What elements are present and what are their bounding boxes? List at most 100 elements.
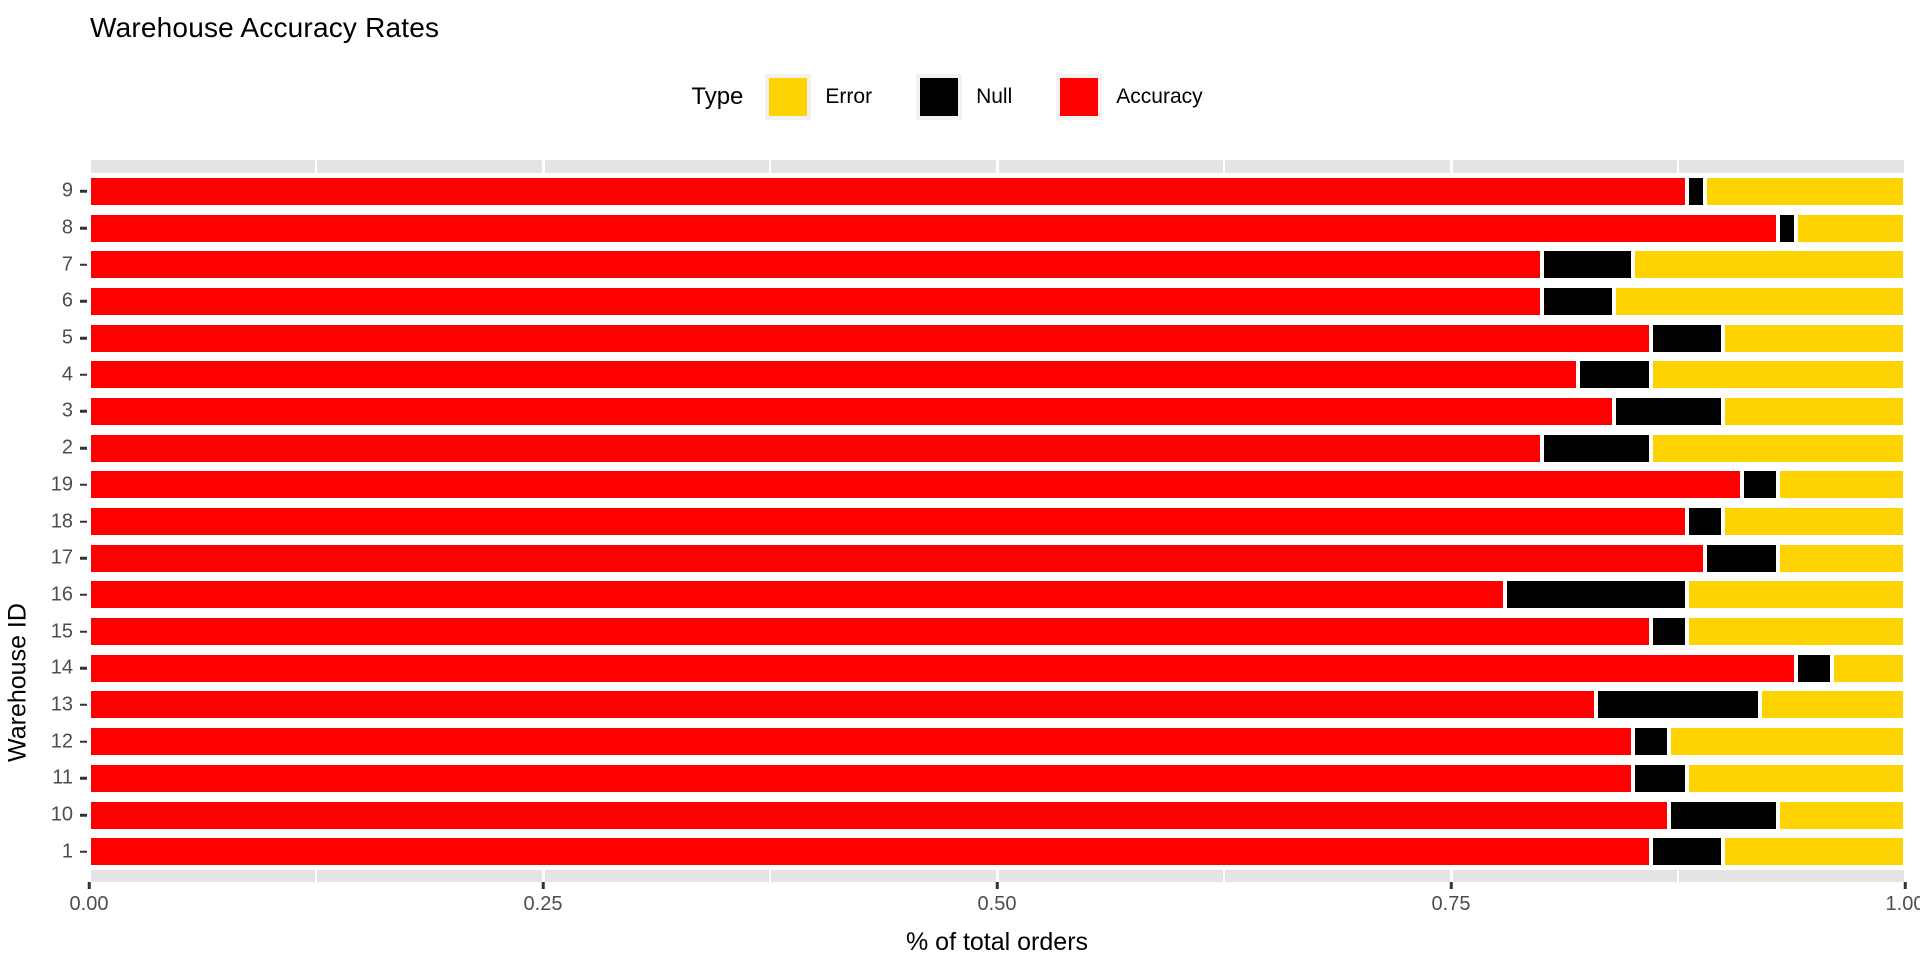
gridline [996,160,999,173]
bar-row-warehouse-16 [89,577,1905,614]
y-axis-row: 9 [0,173,89,210]
y-tick-mark [80,226,87,230]
stacked-bar [89,652,1905,684]
y-axis-row: 1 [0,833,89,870]
x-tick-label: 0.75 [1431,893,1471,916]
bar-segment-error [1777,469,1905,501]
stacked-bar [89,212,1905,244]
bar-segment-null [1796,652,1833,684]
gridline [1450,870,1453,883]
x-tick-mark [541,882,545,890]
gridline [1904,870,1905,883]
bar-segment-null [1668,799,1778,831]
bar-row-warehouse-2 [89,430,1905,467]
gridline [542,160,545,173]
bar-row-warehouse-17 [89,540,1905,577]
bar-row-warehouse-11 [89,760,1905,797]
bar-segment-error [1796,212,1905,244]
y-axis-row: 13 [0,687,89,724]
stacked-bar [89,579,1905,611]
bar-row-warehouse-13 [89,687,1905,724]
panel-background-strip [89,870,1905,883]
gridline [769,160,771,173]
bar-segment-null [1632,726,1669,758]
y-tick-label: 12 [50,730,73,753]
legend-title: Type [691,83,744,110]
bar-segment-null [1705,542,1778,574]
y-tick-label: 6 [61,289,73,312]
x-tick-label: 0.25 [523,893,563,916]
y-tick-mark [80,483,87,487]
x-axis: 0.00 0.25 0.50 0.75 1.00 [70,882,1920,942]
stacked-bar [89,395,1905,427]
y-tick-label: 19 [50,473,73,496]
gridline [996,870,999,883]
y-tick-mark [80,740,87,743]
legend-key-accuracy-swatch [1056,74,1103,120]
bar-segment-accuracy [89,469,1742,501]
y-tick-label: 7 [61,253,73,276]
stacked-bar [89,689,1905,721]
legend-key-null-swatch [916,74,963,120]
bar-segment-error [1687,762,1905,794]
chart-panel [89,160,1905,883]
y-axis-row: 2 [0,430,89,467]
y-axis-row: 4 [0,356,89,393]
bar-segment-accuracy [89,579,1506,611]
y-tick-mark [80,410,87,413]
gridline [1450,160,1453,173]
bar-segment-null [1541,249,1633,281]
gridline [1677,160,1679,173]
bar-segment-error [1723,506,1905,538]
gridline [1677,870,1679,883]
x-axis-title: % of total orders [905,928,1089,957]
bar-segment-accuracy [89,285,1542,317]
bar-segment-error [1832,652,1905,684]
bar-segment-null [1687,175,1706,207]
bar-segment-accuracy [89,249,1542,281]
x-tick-label: 1.00 [1885,893,1920,916]
bar-segment-null [1632,762,1688,794]
bar-segment-null [1650,616,1688,648]
gridline [315,160,317,173]
bar-row-warehouse-4 [89,356,1905,393]
bar-segment-accuracy [89,359,1579,391]
y-axis-row: 18 [0,503,89,540]
y-tick-mark [80,703,87,707]
y-tick-label: 3 [61,399,73,422]
bar-segment-error [1632,249,1905,281]
bar-segment-accuracy [89,726,1633,758]
bar-segment-null [1505,579,1688,611]
y-axis-row: 8 [0,210,89,247]
stacked-bar [89,285,1905,317]
bar-segment-accuracy [89,616,1651,648]
y-tick-mark [80,300,87,303]
y-tick-label: 16 [50,583,73,606]
y-tick-label: 15 [50,620,73,643]
y-axis-row: 12 [0,723,89,760]
y-tick-mark [80,777,87,780]
y-tick-label: 4 [61,363,73,386]
bar-segment-error [1650,359,1905,391]
x-tick-label: 0.50 [977,893,1017,916]
x-tick-mark [995,882,999,890]
legend-item-accuracy: Accuracy [1056,74,1203,120]
y-axis-row: 11 [0,760,89,797]
legend-label: Error [825,85,873,108]
y-tick-label: 8 [61,216,73,239]
y-tick-mark [80,373,87,377]
y-tick-label: 11 [52,766,73,789]
bar-segment-accuracy [89,322,1651,354]
chart-title: Warehouse Accuracy Rates [90,12,440,43]
bar-row-warehouse-18 [89,503,1905,540]
legend-item-error: Error [765,74,872,120]
y-tick-mark [80,850,87,853]
bar-segment-null [1596,689,1760,721]
bar-row-warehouse-12 [89,723,1905,760]
bar-segment-accuracy [89,175,1688,207]
y-tick-label: 5 [61,326,73,349]
gridline [315,870,317,883]
stacked-bar [89,469,1905,501]
bar-segment-accuracy [89,542,1706,574]
gridline [1223,870,1225,883]
